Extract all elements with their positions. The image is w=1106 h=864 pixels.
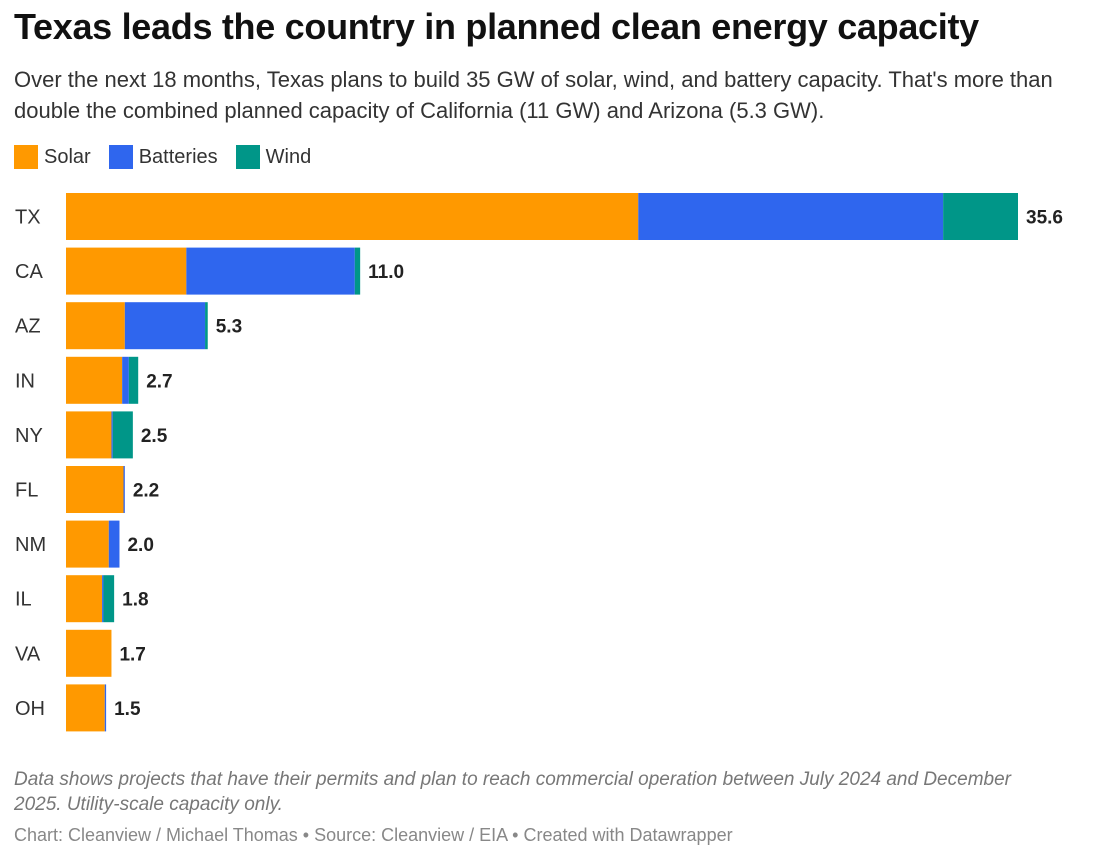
category-label-in: IN xyxy=(15,370,35,392)
category-label-nm: NM xyxy=(15,534,46,556)
category-label-tx: TX xyxy=(15,207,41,229)
value-label-va: 1.7 xyxy=(119,644,145,665)
legend-label-wind: Wind xyxy=(265,145,312,168)
chart-credit: Chart: Cleanview / Michael Thomas • Sour… xyxy=(14,825,733,845)
bar-in-solar xyxy=(66,356,123,404)
value-label-in: 2.7 xyxy=(146,371,172,392)
stacked-bar-chart: TX 35.6 CA 11.0 AZ 5.3 IN 2.7 NY 2.5 FL 2.2 NM 2.0 IL 1… xyxy=(15,193,1063,732)
bar-nm-batteries xyxy=(108,520,120,568)
bar-az-batteries xyxy=(124,302,206,350)
category-label-ca: CA xyxy=(15,261,43,283)
bar-in-batteries xyxy=(122,356,129,404)
bar-tx-batteries xyxy=(638,193,944,240)
bar-ca-solar xyxy=(66,247,187,295)
value-label-il: 1.8 xyxy=(122,590,148,611)
bar-oh-solar xyxy=(66,684,105,732)
bar-ny-batteries xyxy=(111,411,113,459)
legend-swatch-solar xyxy=(14,145,38,169)
chart-subtitle: Over the next 18 months, Texas plans to … xyxy=(14,67,1053,123)
chart-notes: Data shows projects that have their perm… xyxy=(14,769,1011,815)
bar-oh-batteries xyxy=(104,684,107,732)
bar-tx-solar xyxy=(66,193,639,240)
legend: Solar Batteries Wind xyxy=(14,145,329,169)
category-label-oh: OH xyxy=(15,698,45,720)
bar-il-wind xyxy=(103,575,115,623)
bar-ca-wind xyxy=(354,247,361,295)
value-label-fl: 2.2 xyxy=(133,481,159,502)
bar-ca-batteries xyxy=(186,247,355,295)
category-label-ny: NY xyxy=(15,425,43,447)
legend-item-wind: Wind xyxy=(235,145,312,169)
chart-title: Texas leads the country in planned clean… xyxy=(14,6,979,47)
legend-item-solar: Solar xyxy=(14,145,91,169)
value-label-ca: 11.0 xyxy=(368,262,404,283)
value-label-az: 5.3 xyxy=(216,317,242,338)
bar-az-solar xyxy=(66,302,125,350)
category-label-il: IL xyxy=(15,589,32,611)
category-label-az: AZ xyxy=(15,316,41,338)
value-label-tx: 35.6 xyxy=(1026,208,1063,229)
bar-fl-solar xyxy=(66,466,124,513)
legend-swatch-batteries xyxy=(108,145,133,169)
bar-il-solar xyxy=(66,575,103,623)
bar-il-batteries xyxy=(102,575,104,623)
bar-nm-solar xyxy=(66,520,109,568)
bar-fl-batteries xyxy=(123,466,125,513)
category-label-fl: FL xyxy=(15,480,38,502)
bar-in-wind xyxy=(128,356,139,404)
bar-tx-wind xyxy=(943,193,1018,240)
legend-item-batteries: Batteries xyxy=(108,145,218,169)
value-label-nm: 2.0 xyxy=(127,535,153,556)
value-label-oh: 1.5 xyxy=(114,699,141,720)
legend-label-solar: Solar xyxy=(44,145,91,168)
legend-swatch-wind xyxy=(235,145,260,169)
bar-ny-solar xyxy=(66,411,112,459)
bar-az-wind xyxy=(205,302,208,350)
bar-va-solar xyxy=(66,629,112,677)
category-label-va: VA xyxy=(15,643,41,665)
legend-label-batteries: Batteries xyxy=(138,145,218,168)
value-label-ny: 2.5 xyxy=(141,426,168,447)
bar-ny-wind xyxy=(112,411,133,459)
